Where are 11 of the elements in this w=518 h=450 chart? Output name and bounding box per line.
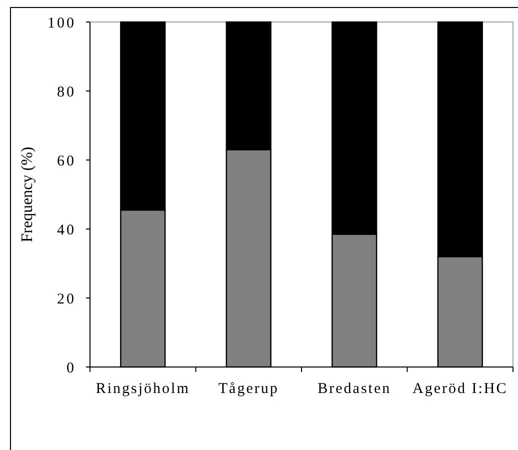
x-tick-label: Tågerup — [218, 381, 279, 397]
y-tick-label: 100 — [48, 15, 76, 32]
x-tick-label: Ringsjöholm — [96, 381, 190, 397]
x-tick-label: Ageröd I:HC — [412, 381, 508, 397]
y-tick-label: 60 — [57, 153, 76, 170]
y-tick-label: 20 — [57, 291, 76, 308]
y-tick-label: 80 — [57, 84, 76, 100]
y-axis-title: Frequency (%) — [19, 146, 36, 242]
y-tick-label: 0 — [66, 360, 76, 376]
y-tick-label: 40 — [57, 222, 76, 238]
x-tick-label: Bredasten — [318, 381, 392, 397]
